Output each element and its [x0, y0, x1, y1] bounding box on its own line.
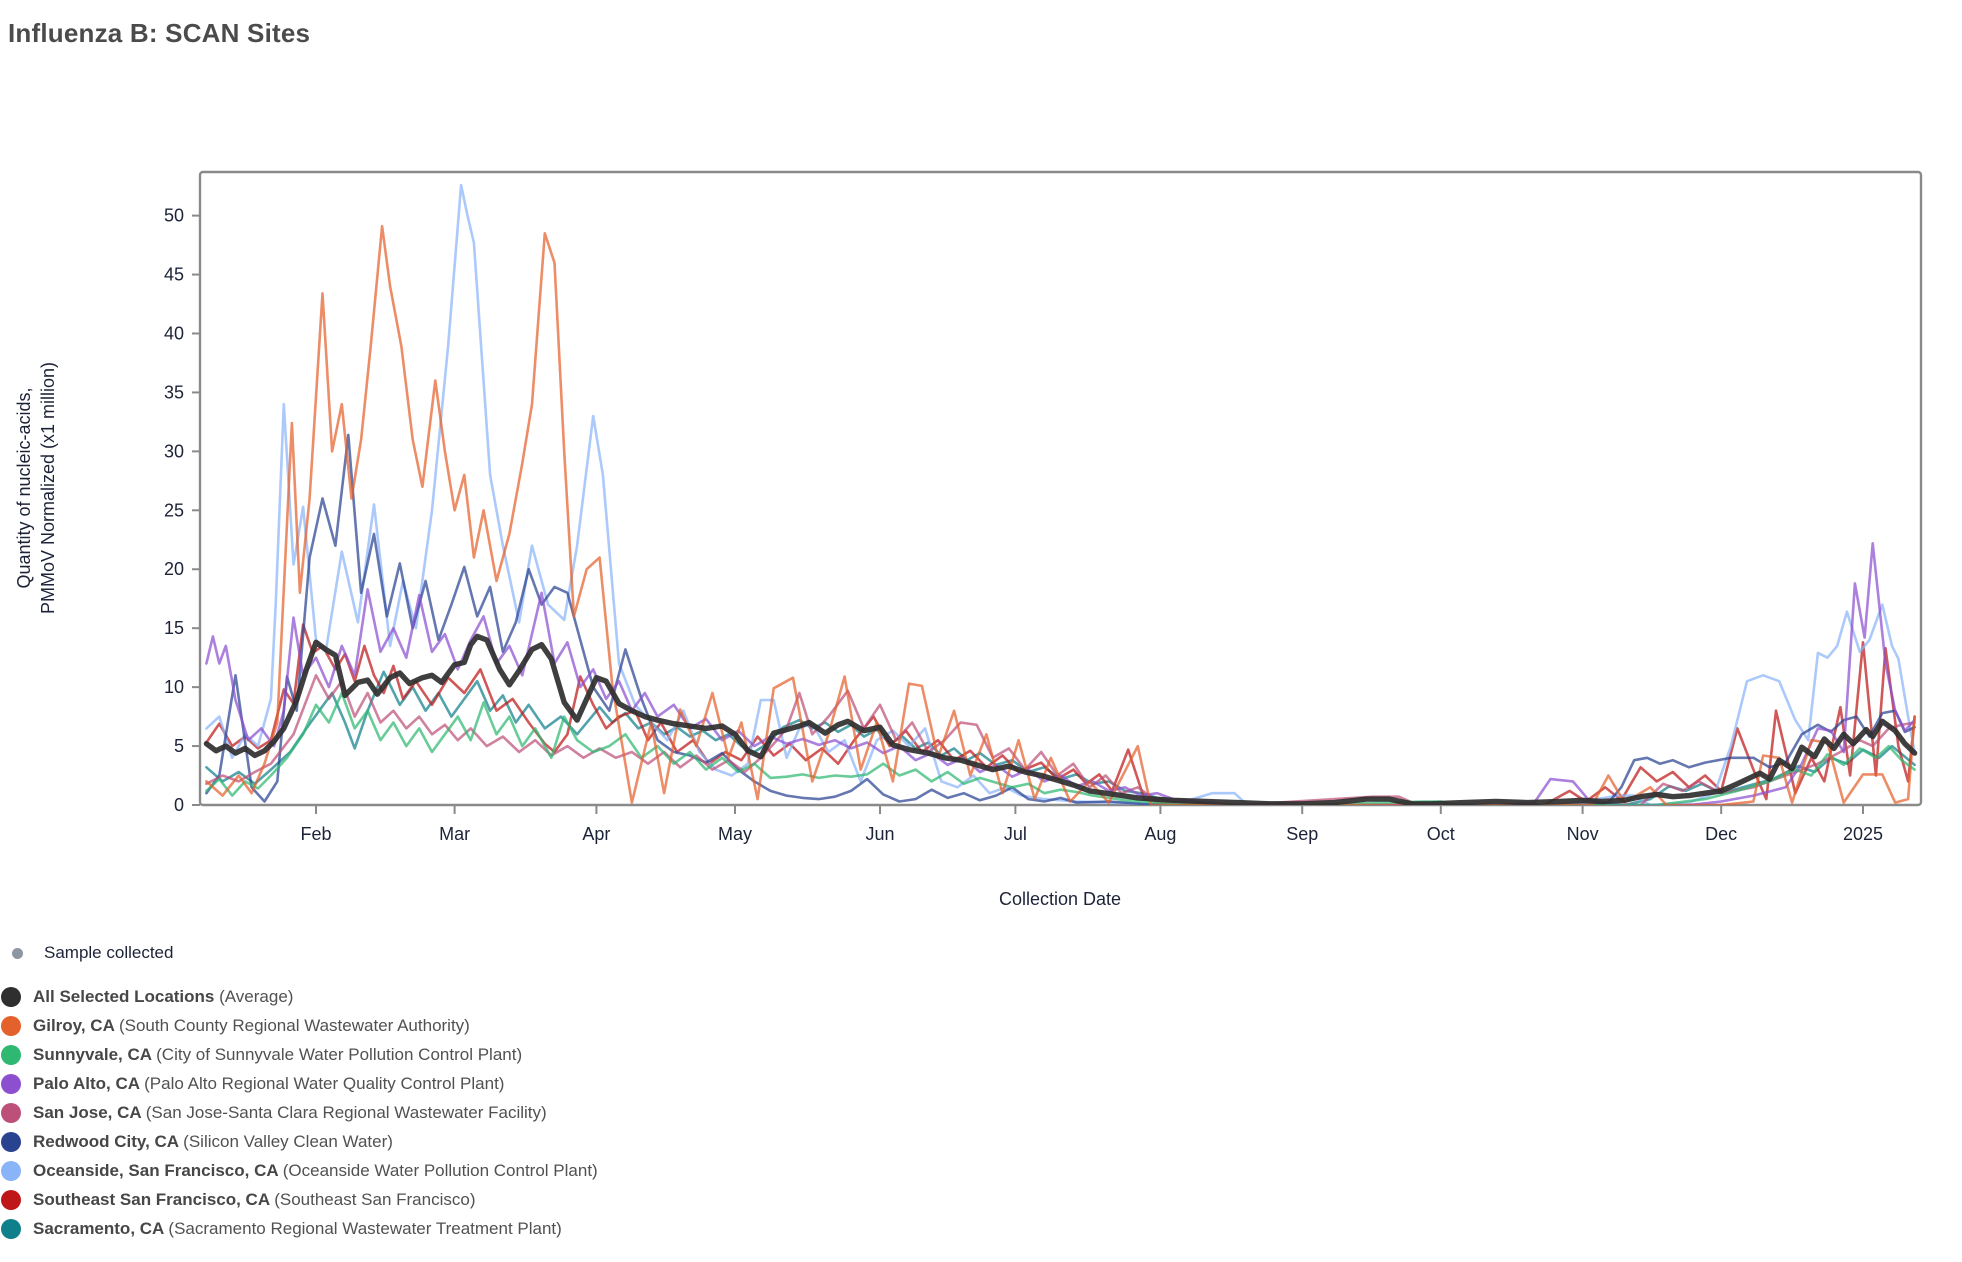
- y-tick-label: 35: [164, 382, 184, 402]
- legend-item-palo-alto-ca: Palo Alto, CA (Palo Alto Regional Water …: [0, 1069, 900, 1098]
- legend-item-all-selected-locations: All Selected Locations (Average): [0, 982, 900, 1011]
- x-tick-label: Dec: [1705, 824, 1737, 844]
- legend-dot-icon: [1, 1189, 21, 1210]
- x-tick-label: Oct: [1427, 824, 1455, 844]
- legend-item-san-jose-ca: San Jose, CA (San Jose-Santa Clara Regio…: [0, 1098, 900, 1127]
- x-tick-label: Feb: [301, 824, 332, 844]
- legend-dot-icon: [1, 986, 21, 1007]
- y-tick-label: 15: [164, 618, 184, 638]
- legend-item-detail: (Average): [219, 986, 294, 1006]
- x-tick-label: Aug: [1144, 824, 1176, 844]
- page-title: Influenza B: SCAN Sites: [8, 18, 311, 48]
- legend-dot-icon: [1, 1218, 21, 1239]
- legend-item-detail: (City of Sunnyvale Water Pollution Contr…: [156, 1044, 523, 1064]
- plot-area[interactable]: [203, 183, 1918, 805]
- legend-item-sunnyvale-ca: Sunnyvale, CA (City of Sunnyvale Water P…: [0, 1040, 900, 1069]
- legend-item-southeast-san-francisco-ca: Southeast San Francisco, CA (Southeast S…: [0, 1185, 900, 1214]
- legend-dot-icon: [1, 1015, 21, 1036]
- series-line-all-selected-locations: [203, 633, 1918, 805]
- x-tick-label: Jul: [1004, 824, 1027, 844]
- y-tick-label: 45: [164, 265, 184, 285]
- y-axis-title-line1: Quantity of nucleic-acids,: [14, 387, 34, 588]
- y-tick-label: 10: [164, 677, 184, 697]
- x-tick-label: Mar: [439, 824, 470, 844]
- legend-item-sacramento-ca: Sacramento, CA (Sacramento Regional Wast…: [0, 1214, 900, 1243]
- legend-dot-icon: [1, 1131, 21, 1152]
- y-tick-label: 50: [164, 206, 184, 226]
- sample-collected-dot-icon: [12, 947, 23, 959]
- legend-item-name: Sunnyvale, CA: [33, 1044, 157, 1064]
- series-line-southeast-san-francisco-ca: [205, 623, 1916, 805]
- y-tick-label: 25: [164, 500, 184, 520]
- series-legend: All Selected Locations (Average) Gilroy, …: [0, 982, 900, 1243]
- y-tick-label: 0: [174, 795, 184, 815]
- legend-dot-icon: [1, 1102, 21, 1123]
- series-line-palo-alto-ca: [205, 541, 1916, 805]
- legend-dot-icon: [1, 1044, 21, 1065]
- legend-item-gilroy-ca: Gilroy, CA (South County Regional Wastew…: [0, 1011, 900, 1040]
- legend: Sample collected All Selected Locations …: [0, 938, 900, 1243]
- legend-item-name: San Jose, CA: [33, 1102, 146, 1122]
- series-line-redwood-city-ca: [205, 433, 1916, 805]
- legend-item-name: Gilroy, CA: [33, 1015, 119, 1035]
- legend-item-oceanside-san-francisco-ca: Oceanside, San Francisco, CA (Oceanside …: [0, 1156, 900, 1185]
- series-line-gilroy-ca: [205, 224, 1916, 805]
- y-tick-label: 20: [164, 559, 184, 579]
- legend-sample-collected: Sample collected: [0, 938, 900, 968]
- x-tick-label: 2025: [1843, 824, 1883, 844]
- legend-item-name: Redwood City, CA: [33, 1131, 184, 1151]
- legend-item-name: All Selected Locations: [33, 986, 220, 1006]
- x-axis: Feb Mar Apr May Jun Jul Aug Sep Oct Nov Dec 2025: [301, 805, 1883, 844]
- y-axis-title-line2: PMMoV Normalized (x1 million): [38, 362, 58, 614]
- legend-item-name: Sacramento, CA: [33, 1218, 169, 1238]
- x-tick-label: Jun: [866, 824, 895, 844]
- legend-item-detail: (South County Regional Wastewater Author…: [118, 1015, 470, 1035]
- y-axis: 0 5 10 15 20 25 30 35 40 45 50: [164, 206, 200, 815]
- y-tick-label: 30: [164, 441, 184, 461]
- x-tick-label: Sep: [1286, 824, 1318, 844]
- legend-item-detail: (Southeast San Francisco): [274, 1189, 476, 1209]
- legend-dot-icon: [1, 1073, 21, 1094]
- legend-item-name: Oceanside, San Francisco, CA: [33, 1160, 283, 1180]
- series-line-san-jose-ca: [205, 673, 1916, 805]
- plot-border: [198, 170, 1923, 807]
- series-line-oceanside-san-francisco-ca: [205, 183, 1916, 805]
- legend-dot-icon: [1, 1160, 21, 1181]
- legend-item-detail: (Palo Alto Regional Water Quality Contro…: [144, 1073, 505, 1093]
- legend-item-detail: (Silicon Valley Clean Water): [183, 1131, 393, 1151]
- y-tick-label: 40: [164, 323, 184, 343]
- legend-item-name: Palo Alto, CA: [33, 1073, 145, 1093]
- legend-item-detail: (San Jose-Santa Clara Regional Wastewate…: [145, 1102, 547, 1122]
- sample-collected-label: Sample collected: [44, 943, 174, 962]
- legend-item-redwood-city-ca: Redwood City, CA (Silicon Valley Clean W…: [0, 1127, 900, 1156]
- x-tick-label: Nov: [1567, 824, 1599, 844]
- series-line-sunnyvale-ca: [205, 691, 1916, 805]
- x-axis-title: Collection Date: [999, 889, 1121, 909]
- x-tick-label: May: [718, 824, 752, 844]
- x-tick-label: Apr: [582, 824, 610, 844]
- legend-item-name: Southeast San Francisco, CA: [33, 1189, 275, 1209]
- legend-item-detail: (Sacramento Regional Wastewater Treatmen…: [168, 1218, 562, 1238]
- y-tick-label: 5: [174, 736, 184, 756]
- legend-item-detail: (Oceanside Water Pollution Control Plant…: [282, 1160, 598, 1180]
